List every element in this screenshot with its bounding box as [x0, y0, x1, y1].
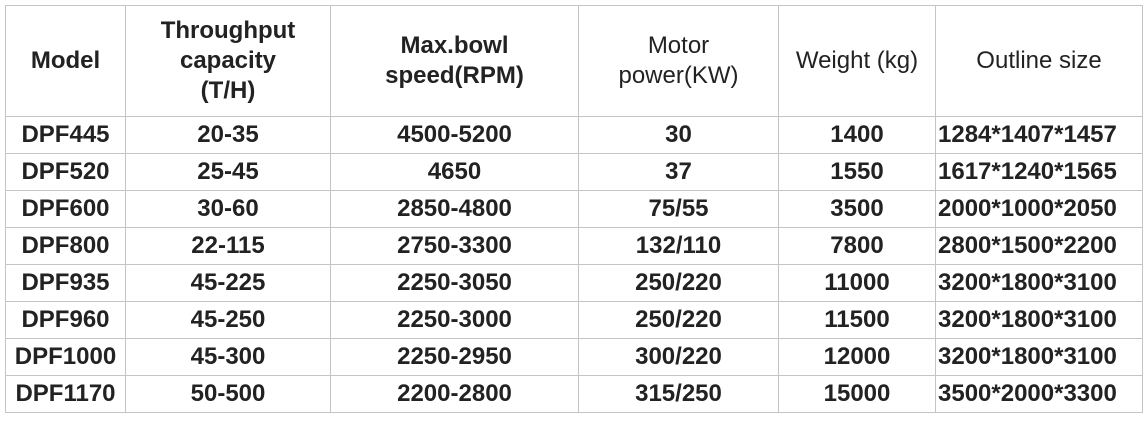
table-cell: 11500 — [778, 301, 936, 339]
table-cell: 25-45 — [125, 153, 331, 191]
table-cell: 11000 — [778, 264, 936, 302]
table-cell: DPF935 — [5, 264, 126, 302]
table-cell: 2800*1500*2200 — [935, 227, 1143, 265]
table-cell: 3200*1800*3100 — [935, 301, 1143, 339]
table-cell: 37 — [578, 153, 779, 191]
table-cell: 2750-3300 — [330, 227, 579, 265]
table-cell: 45-225 — [125, 264, 331, 302]
table-cell: 2250-3050 — [330, 264, 579, 302]
header-cell: Outline size — [935, 5, 1143, 117]
header-text: Weight (kg) — [795, 47, 919, 74]
table-cell: 250/220 — [578, 264, 779, 302]
table-cell: 2000*1000*2050 — [935, 190, 1143, 228]
table-cell: 132/110 — [578, 227, 779, 265]
table-cell: 3200*1800*3100 — [935, 264, 1143, 302]
table-row: DPF600 30-60 2850-4800 75/55 3500 2000*1000*2… — [5, 190, 1143, 228]
table-row: DPF520 25-45 4650 37 1550 1617*1240*1565 — [5, 153, 1143, 191]
table-cell: DPF800 — [5, 227, 126, 265]
header-text: Outline size — [976, 47, 1102, 74]
table-cell: 2200-2800 — [330, 375, 579, 413]
table-row: DPF1000 45-300 2250-2950 300/220 12000 3200*1… — [5, 338, 1143, 376]
table-body: DPF445 20-35 4500-5200 30 1400 1284*1407*1457… — [5, 116, 1143, 413]
table-cell: 1284*1407*1457 — [935, 116, 1143, 154]
header-text: Model — [30, 47, 101, 74]
table-cell: DPF960 — [5, 301, 126, 339]
table-cell: 75/55 — [578, 190, 779, 228]
header-cell: Weight (kg) — [778, 5, 936, 117]
table-cell: 4500-5200 — [330, 116, 579, 154]
header-cell: Throughput capacity (T/H) — [125, 5, 331, 117]
table-cell: 30-60 — [125, 190, 331, 228]
header-cell: Motor power(KW) — [578, 5, 779, 117]
header-cell: Model — [5, 5, 126, 117]
header-row: Model Throughput capacity (T/H) Max.bowl spee… — [5, 5, 1143, 117]
table-cell: 20-35 — [125, 116, 331, 154]
table-cell: 30 — [578, 116, 779, 154]
table-cell: 2850-4800 — [330, 190, 579, 228]
header-text: speed(RPM) — [385, 62, 524, 89]
table-cell: 45-250 — [125, 301, 331, 339]
table-cell: 45-300 — [125, 338, 331, 376]
header-text: Throughput — [160, 17, 296, 44]
table-row: DPF445 20-35 4500-5200 30 1400 1284*1407*1457 — [5, 116, 1143, 154]
table-cell: 2250-2950 — [330, 338, 579, 376]
header-text: Motor — [647, 32, 710, 59]
table-cell: DPF1000 — [5, 338, 126, 376]
table-cell: 1550 — [778, 153, 936, 191]
table-cell: 4650 — [330, 153, 579, 191]
table-cell: 3200*1800*3100 — [935, 338, 1143, 376]
table-row: DPF935 45-225 2250-3050 250/220 11000 3200*18… — [5, 264, 1143, 302]
table-cell: 1617*1240*1565 — [935, 153, 1143, 191]
table-cell: 315/250 — [578, 375, 779, 413]
header-text: capacity — [179, 47, 277, 74]
table-cell: DPF1170 — [5, 375, 126, 413]
table-row: DPF960 45-250 2250-3000 250/220 11500 3200*18… — [5, 301, 1143, 339]
table-cell: DPF445 — [5, 116, 126, 154]
header-text: (T/H) — [200, 77, 256, 104]
table-cell: 7800 — [778, 227, 936, 265]
table-cell: 3500 — [778, 190, 936, 228]
header-text: Max.bowl — [400, 32, 509, 59]
table-cell: 300/220 — [578, 338, 779, 376]
table-cell: 12000 — [778, 338, 936, 376]
table-cell: 3500*2000*3300 — [935, 375, 1143, 413]
table-cell: 250/220 — [578, 301, 779, 339]
header-text: power(KW) — [618, 62, 739, 89]
spec-table: Model Throughput capacity (T/H) Max.bowl spee… — [5, 5, 1143, 413]
header-cell: Max.bowl speed(RPM) — [330, 5, 579, 117]
table-row: DPF800 22-115 2750-3300 132/110 7800 2800*150… — [5, 227, 1143, 265]
table-cell: DPF600 — [5, 190, 126, 228]
table-cell: 2250-3000 — [330, 301, 579, 339]
table-cell: 1400 — [778, 116, 936, 154]
table-cell: DPF520 — [5, 153, 126, 191]
table-cell: 22-115 — [125, 227, 331, 265]
table-cell: 15000 — [778, 375, 936, 413]
table-row: DPF1170 50-500 2200-2800 315/250 15000 3500*2… — [5, 375, 1143, 413]
table-cell: 50-500 — [125, 375, 331, 413]
